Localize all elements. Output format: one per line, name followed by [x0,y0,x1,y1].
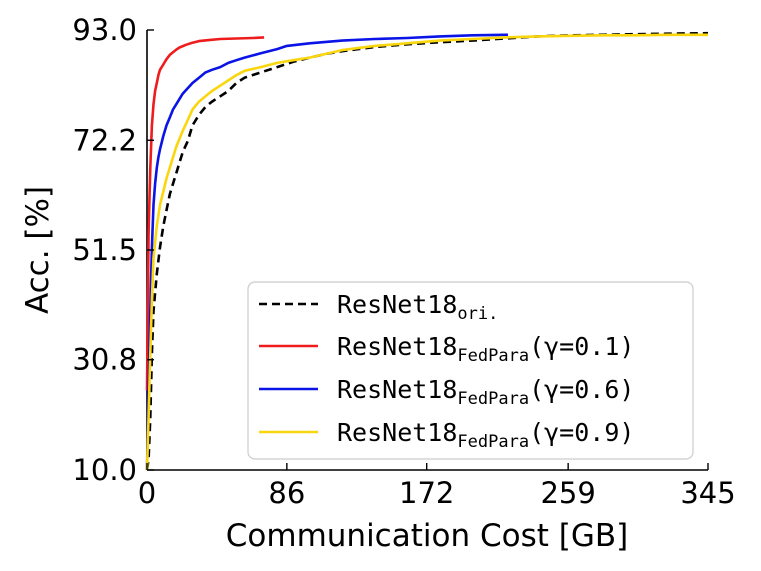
y-tick-label: 30.8 [72,343,137,377]
y-tick-label: 93.0 [72,13,137,47]
x-ticks: 0 86 172 259 345 [138,463,736,510]
series-line-3 [145,33,708,471]
series-line-1 [145,36,265,391]
legend-label-3: ResNet18FedPara(γ=0.9) [337,418,634,452]
series-layer [145,31,709,471]
legend-label-2: ResNet18FedPara(γ=0.6) [337,375,634,409]
y-tick-label: 10.0 [72,453,137,487]
y-axis-title: Acc. [%] [20,186,56,314]
legend-box [247,281,694,460]
x-tick-label: 86 [268,476,305,510]
x-tick-label: 172 [399,476,454,510]
legend-entries: ResNet18ori. ResNet18FedPara(γ=0.1) ResNet… [259,290,634,452]
y-tick-label: 51.5 [72,233,137,267]
y-ticks: 10.0 30.8 51.5 72.2 93.0 [72,13,154,487]
legend-label-1: ResNet18FedPara(γ=0.1) [337,332,634,366]
x-axis-title: Communication Cost [GB] [226,518,628,554]
y-tick-label: 72.2 [72,123,137,157]
x-tick-label: 345 [680,476,735,510]
legend: ResNet18ori. ResNet18FedPara(γ=0.1) ResNet… [247,281,694,460]
x-tick-label: 259 [540,476,595,510]
legend-label-0: ResNet18ori. [337,290,498,324]
series-line-0 [145,31,709,471]
series-line-2 [145,33,508,471]
x-tick-label: 0 [138,476,156,510]
